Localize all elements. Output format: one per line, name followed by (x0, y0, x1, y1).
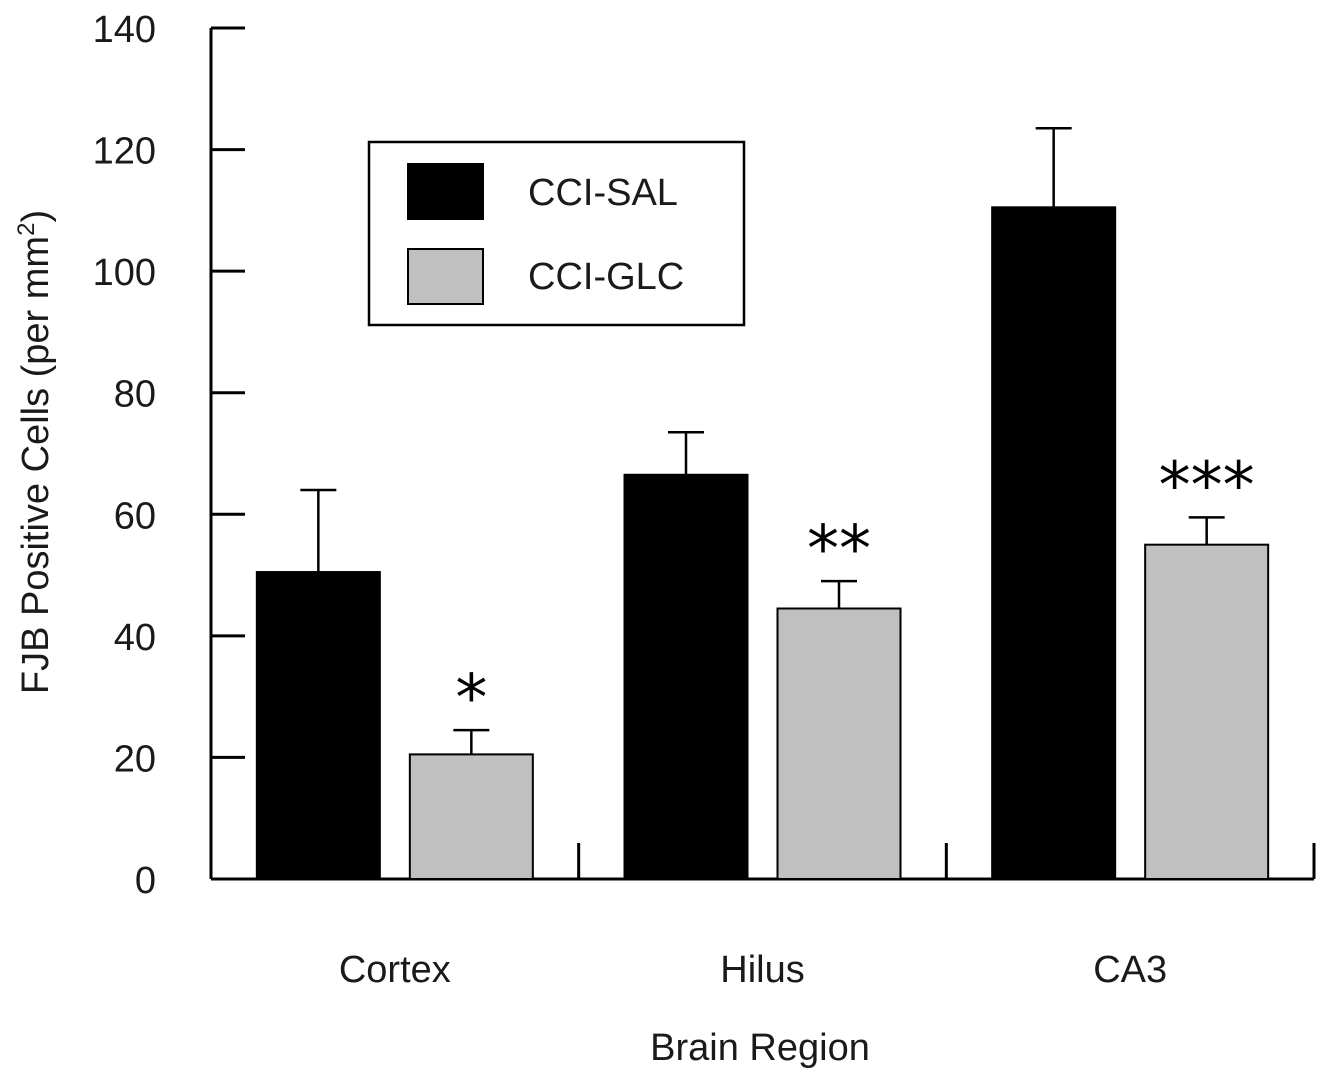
category-labels: Cortex Hilus CA3 (339, 949, 1167, 991)
y-axis: 0 20 40 60 80 100 120 140 (93, 9, 245, 902)
category-label-hilus: Hilus (720, 949, 804, 991)
bar-cci-glc-hilus (776, 607, 902, 881)
bar-cci-sal-hilus (623, 473, 749, 880)
y-tick-label-120: 120 (93, 131, 156, 173)
y-tick-label-0: 0 (135, 860, 156, 902)
y-axis-title-main: FJB Positive Cells (per mm (15, 236, 57, 694)
bar-cci-glc-cortex (408, 753, 534, 880)
bars (255, 206, 1270, 881)
category-label-cortex: Cortex (339, 949, 451, 991)
x-axis-title: Brain Region (650, 1027, 870, 1069)
y-tick-label-60: 60 (114, 495, 156, 537)
category-label-ca3: CA3 (1093, 949, 1167, 991)
significance-marker-cortex: * (455, 662, 487, 736)
y-axis-title-suffix: ) (15, 210, 57, 223)
y-tick-label-40: 40 (114, 617, 156, 659)
significance-marker-hilus: ** (807, 513, 871, 587)
significance-markers: ****** (455, 449, 1254, 736)
bar-cci-sal-cortex (255, 571, 381, 881)
y-tick-label-100: 100 (93, 252, 156, 294)
x-axis (211, 843, 1316, 881)
legend-swatch-cci-glc (407, 248, 484, 305)
y-tick-label-80: 80 (114, 374, 156, 416)
legend-label-cci-glc: CCI-GLC (528, 256, 684, 298)
y-axis-title: FJB Positive Cells (per mm2) (13, 210, 57, 694)
y-tick-label-20: 20 (114, 738, 156, 780)
y-axis-title-superscript: 2 (13, 223, 40, 236)
legend-label-cci-sal: CCI-SAL (528, 172, 678, 214)
error-bars (300, 127, 1225, 755)
legend-swatch-cci-sal (407, 163, 484, 220)
y-tick-label-140: 140 (93, 9, 156, 51)
bar-cci-sal-ca3 (991, 206, 1117, 880)
bar-cci-glc-ca3 (1144, 543, 1270, 881)
significance-marker-ca3: *** (1159, 449, 1255, 523)
legend: CCI-SAL CCI-GLC (367, 140, 746, 327)
